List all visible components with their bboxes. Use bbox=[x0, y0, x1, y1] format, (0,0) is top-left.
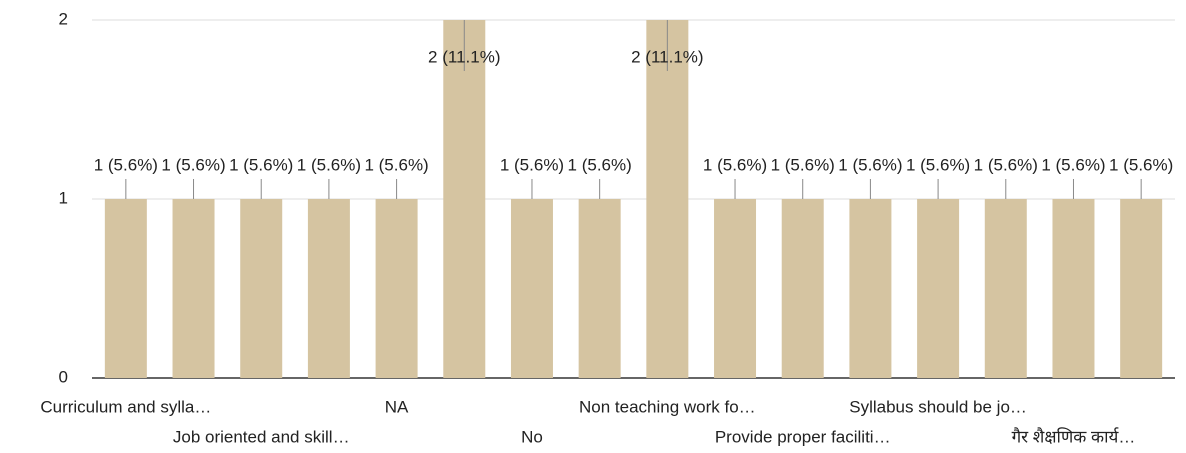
bar bbox=[917, 199, 960, 378]
data-label: 1 (5.6%) bbox=[568, 155, 632, 174]
bar bbox=[1120, 199, 1163, 378]
x-tick-label: Non teaching work fo… bbox=[579, 397, 756, 416]
x-tick-label: NA bbox=[385, 397, 409, 416]
data-label: 1 (5.6%) bbox=[297, 155, 361, 174]
bar bbox=[172, 199, 215, 378]
data-label: 2 (11.1%) bbox=[631, 47, 703, 66]
x-tick-label: Provide proper faciliti… bbox=[715, 427, 891, 446]
data-label: 1 (5.6%) bbox=[771, 155, 835, 174]
bar bbox=[443, 20, 486, 378]
data-label: 1 (5.6%) bbox=[364, 155, 428, 174]
y-tick-label: 0 bbox=[59, 367, 68, 386]
x-tick-label: गैर शैक्षणिक कार्य… bbox=[1012, 426, 1136, 446]
data-label: 1 (5.6%) bbox=[974, 155, 1038, 174]
data-label: 1 (5.6%) bbox=[703, 155, 767, 174]
bar bbox=[984, 199, 1027, 378]
bar bbox=[781, 199, 824, 378]
bar bbox=[646, 20, 689, 378]
x-tick-label: Curriculum and sylla… bbox=[40, 397, 211, 416]
data-label: 1 (5.6%) bbox=[1041, 155, 1105, 174]
bar bbox=[104, 199, 147, 378]
x-tick-label: Job oriented and skill… bbox=[173, 427, 350, 446]
data-label: 1 (5.6%) bbox=[161, 155, 225, 174]
data-label: 1 (5.6%) bbox=[500, 155, 564, 174]
bar bbox=[849, 199, 892, 378]
data-label: 1 (5.6%) bbox=[906, 155, 970, 174]
bar bbox=[578, 199, 621, 378]
bar bbox=[714, 199, 757, 378]
x-tick-label: Syllabus should be jo… bbox=[849, 397, 1027, 416]
bar bbox=[375, 199, 418, 378]
data-label: 1 (5.6%) bbox=[94, 155, 158, 174]
data-label: 2 (11.1%) bbox=[428, 47, 500, 66]
y-tick-label: 2 bbox=[59, 9, 68, 28]
bar bbox=[510, 199, 553, 378]
bar bbox=[307, 199, 350, 378]
data-label: 1 (5.6%) bbox=[229, 155, 293, 174]
bar bbox=[240, 199, 283, 378]
data-label: 1 (5.6%) bbox=[838, 155, 902, 174]
data-label: 1 (5.6%) bbox=[1109, 155, 1173, 174]
y-tick-label: 1 bbox=[59, 188, 68, 207]
bar bbox=[1052, 199, 1095, 378]
x-tick-label: No bbox=[521, 427, 543, 446]
